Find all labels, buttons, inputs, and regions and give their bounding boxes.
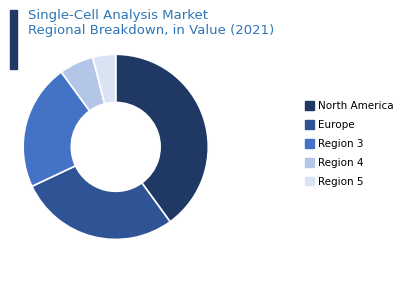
Text: Source: www.psmarketresearch.com: Source: www.psmarketresearch.com bbox=[194, 268, 348, 277]
Wedge shape bbox=[23, 72, 90, 186]
Wedge shape bbox=[116, 54, 208, 222]
Legend: North America, Europe, Region 3, Region 4, Region 5: North America, Europe, Region 3, Region … bbox=[304, 101, 394, 187]
Text: Single-Cell Analysis Market
Regional Breakdown, in Value (2021): Single-Cell Analysis Market Regional Bre… bbox=[28, 9, 274, 37]
Wedge shape bbox=[32, 166, 170, 239]
Wedge shape bbox=[93, 54, 116, 104]
Wedge shape bbox=[61, 57, 105, 111]
